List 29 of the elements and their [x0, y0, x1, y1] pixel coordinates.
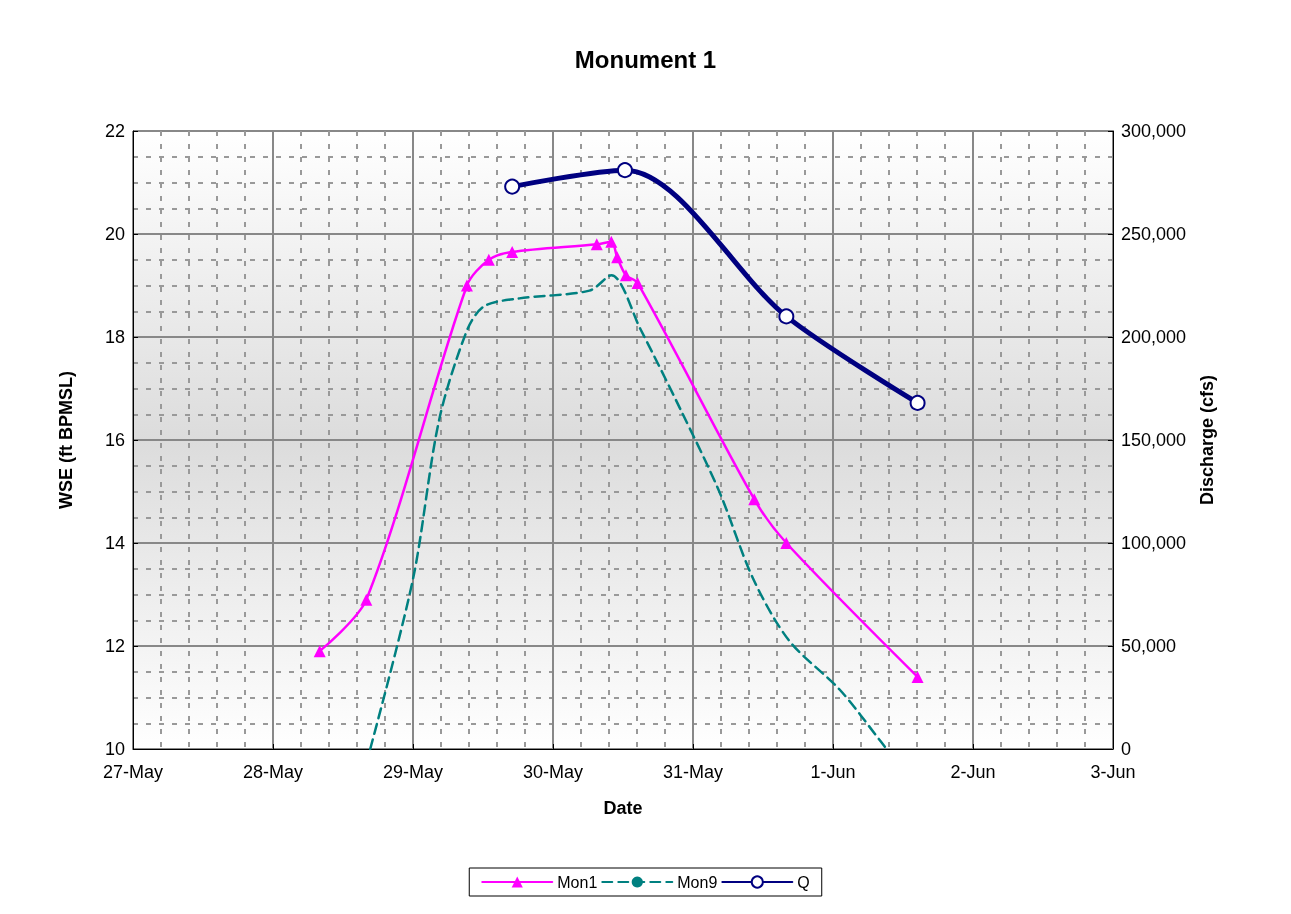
y-tick-label: 12 — [104, 636, 125, 656]
x-tick-label: 29-May — [382, 762, 444, 782]
x-tick-label: 31-May — [662, 762, 724, 782]
y-tick-label: 14 — [104, 533, 125, 553]
y2-tick-label: 0 — [1121, 739, 1132, 759]
x-tick-label: 30-May — [522, 762, 584, 782]
y2-tick-label: 200,000 — [1121, 327, 1187, 347]
y-tick-label: 16 — [104, 430, 125, 450]
y-tick-label: 18 — [104, 327, 125, 347]
x-tick-label: 1-Jun — [810, 762, 856, 782]
y2-tick-label: 300,000 — [1121, 121, 1187, 141]
legend-label: Mon9 — [677, 873, 718, 891]
x-tick-label: 2-Jun — [950, 762, 996, 782]
y-axis-title: WSE (ft BPMSL) — [56, 371, 76, 509]
y-tick-label: 10 — [104, 739, 125, 759]
x-axis-title: Date — [603, 798, 643, 818]
y-tick-label: 20 — [104, 224, 125, 244]
x-tick-label: 3-Jun — [1090, 762, 1136, 782]
y-tick-label: 22 — [104, 121, 125, 141]
y2-tick-label: 50,000 — [1121, 636, 1177, 656]
legend-label: Mon1 — [557, 873, 598, 891]
x-tick-label: 28-May — [242, 762, 304, 782]
legend-label: Q — [797, 873, 810, 891]
y2-tick-label: 250,000 — [1121, 224, 1187, 244]
y2-tick-label: 100,000 — [1121, 533, 1187, 553]
x-tick-label: 27-May — [102, 762, 164, 782]
chart-title: Monument 1 — [574, 45, 717, 73]
y2-tick-label: 150,000 — [1121, 430, 1187, 450]
y2-axis-title: Discharge (cfs) — [1197, 374, 1217, 506]
